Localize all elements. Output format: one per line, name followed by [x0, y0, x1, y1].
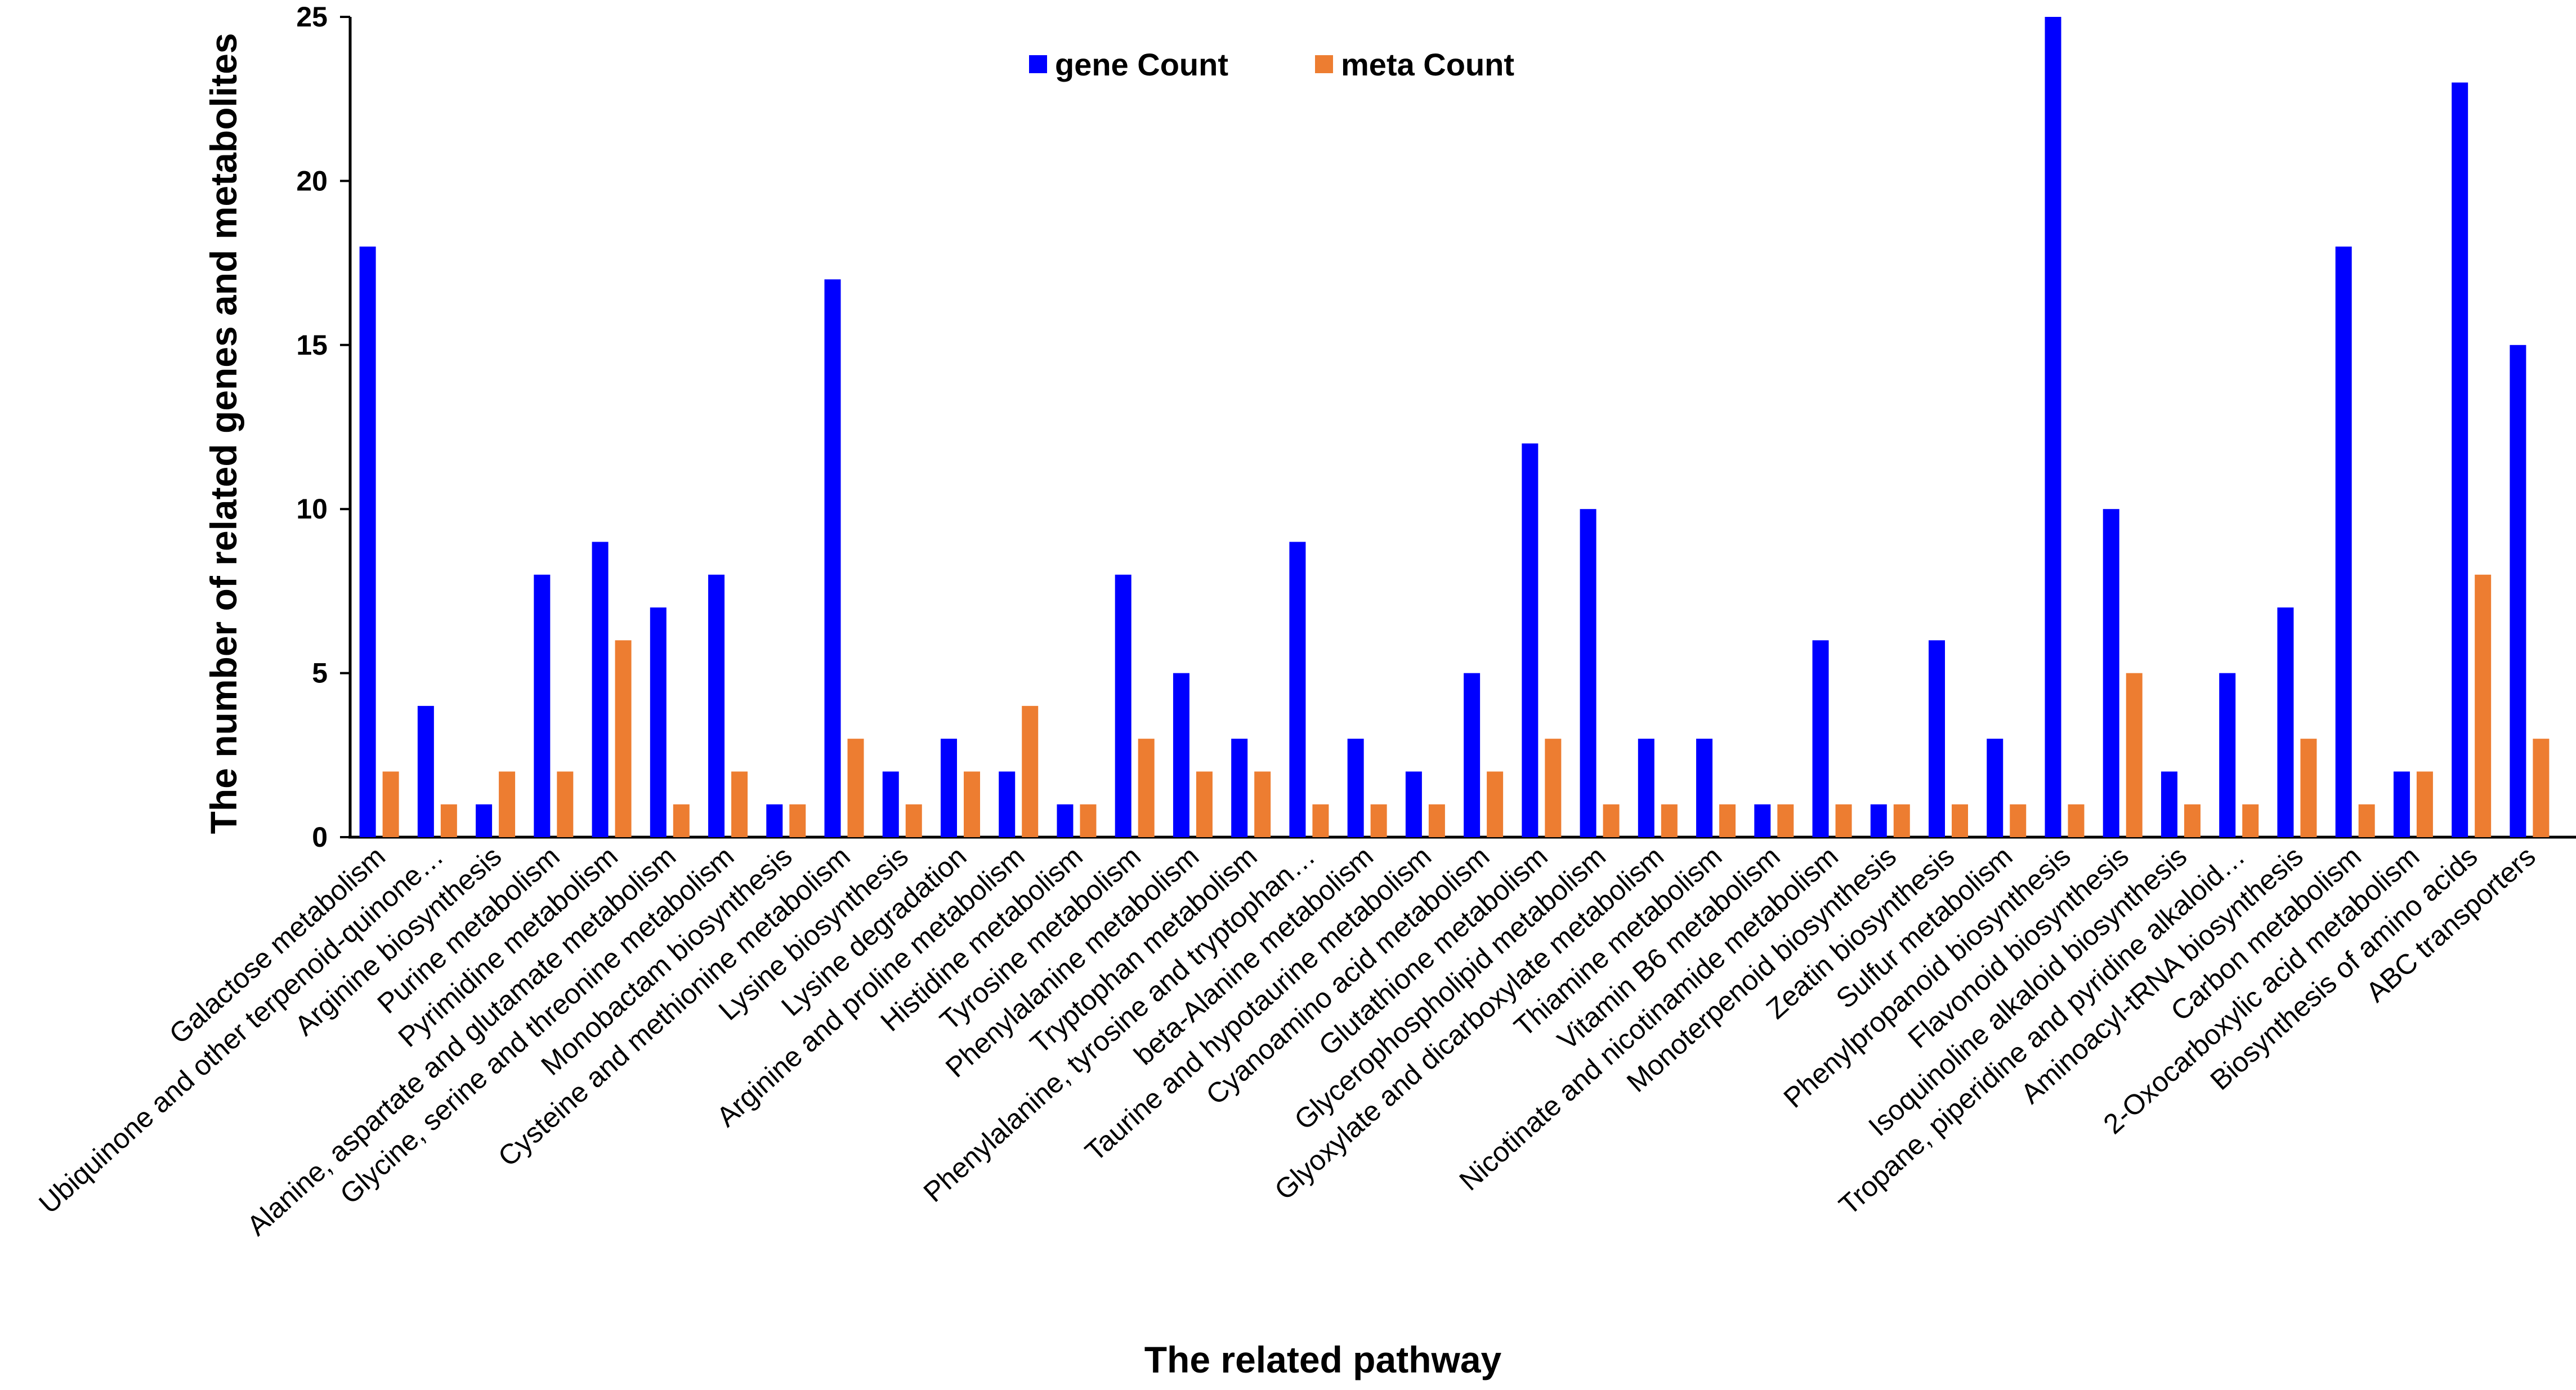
gene-count-bar: [592, 542, 609, 837]
meta-count-bar: [1661, 804, 1678, 837]
meta-count-bar: [1196, 771, 1213, 837]
meta-count-bar: [789, 804, 806, 837]
meta-count-bar: [1719, 804, 1736, 837]
meta-count-bar: [1254, 771, 1271, 837]
gene-count-bar: [2510, 345, 2526, 837]
gene-count-bar: [359, 246, 376, 838]
gene-count-bar: [2277, 607, 2294, 837]
y-tick-label: 25: [296, 1, 328, 33]
gene-count-bar: [1057, 804, 1074, 837]
gene-count-bar: [2161, 771, 2177, 837]
meta-count-bar: [557, 771, 574, 837]
gene-count-bar: [766, 804, 783, 837]
y-axis-title: The number of related genes and metaboli…: [203, 33, 244, 834]
y-tick-label: 5: [312, 658, 328, 689]
gene-count-bar: [1115, 574, 1132, 837]
meta-count-bar: [1370, 804, 1387, 837]
gene-count-bar: [882, 771, 899, 837]
gene-count-bar: [534, 574, 551, 837]
meta-count-bar: [440, 804, 457, 837]
gene-count-bar: [2219, 673, 2236, 837]
meta-count-bar: [1312, 804, 1329, 837]
gene-count-bar: [1696, 739, 1713, 837]
gene-count-bar: [417, 705, 434, 837]
y-tick-label: 0: [312, 821, 328, 853]
legend-label-meta-count: meta Count: [1341, 47, 1514, 82]
legend-swatch-gene-count: [1029, 55, 1047, 73]
gene-count-bar: [1987, 739, 2003, 837]
meta-count-bar: [1022, 705, 1039, 837]
y-tick-label: 10: [296, 493, 328, 525]
meta-count-bar: [1080, 804, 1097, 837]
gene-count-bar: [999, 771, 1016, 837]
gene-count-bar: [1231, 739, 1248, 837]
gene-count-bar: [1464, 673, 1481, 837]
y-tick-labels: 0 5 10 15 20 25: [296, 1, 350, 853]
meta-count-bar: [1777, 804, 1794, 837]
meta-count-bar: [963, 771, 980, 837]
meta-count-bar: [673, 804, 690, 837]
legend-swatch-meta-count: [1315, 55, 1333, 73]
gene-count-bar: [1580, 509, 1596, 837]
gene-count-bar: [2335, 246, 2352, 838]
meta-count-bar: [731, 771, 748, 837]
gene-count-bar: [708, 574, 725, 837]
gene-count-bar: [2452, 82, 2468, 837]
meta-count-bar: [1603, 804, 1620, 837]
gene-count-bar: [1754, 804, 1771, 837]
legend-label-gene-count: gene Count: [1055, 47, 1228, 82]
meta-count-bar: [2533, 739, 2550, 837]
gene-count-bar: [2045, 17, 2061, 837]
meta-count-bar: [1893, 804, 1910, 837]
axes: [348, 17, 2576, 839]
gene-count-bar: [1405, 771, 1422, 837]
gene-count-bar: [2103, 509, 2119, 837]
meta-count-bar: [2242, 804, 2259, 837]
meta-count-bar: [2068, 804, 2085, 837]
gene-count-bar: [1638, 739, 1654, 837]
meta-count-bar: [1952, 804, 1969, 837]
gene-count-bar: [2393, 771, 2410, 837]
meta-count-bar: [2475, 574, 2492, 837]
meta-count-bar: [2300, 739, 2317, 837]
gene-count-bar: [650, 607, 667, 837]
gene-count-bar: [476, 804, 493, 837]
gene-count-bar: [1929, 640, 1946, 837]
legend: gene Count meta Count: [1029, 47, 1514, 82]
x-axis-title: The related pathway: [1144, 1339, 1502, 1380]
meta-count-bar: [1138, 739, 1155, 837]
meta-count-bar: [382, 771, 399, 837]
meta-count-bar: [2126, 673, 2143, 837]
gene-count-bar: [1173, 673, 1189, 837]
meta-count-bar: [1487, 771, 1504, 837]
gene-count-bar: [1870, 804, 1887, 837]
meta-count-bar: [2010, 804, 2027, 837]
y-tick-label: 20: [296, 165, 328, 196]
meta-count-series: [382, 574, 2550, 837]
meta-count-bar: [1545, 739, 1562, 837]
gene-count-bar: [824, 279, 841, 837]
gene-count-bar: [1522, 443, 1539, 837]
meta-count-bar: [1835, 804, 1852, 837]
meta-count-bar: [1428, 804, 1445, 837]
gene-count-bar: [1812, 640, 1829, 837]
y-tick-label: 15: [296, 329, 328, 361]
gene-count-bar: [940, 739, 957, 837]
meta-count-bar: [847, 739, 864, 837]
meta-count-bar: [2416, 771, 2433, 837]
meta-count-bar: [2184, 804, 2201, 837]
gene-count-series: [359, 17, 2526, 838]
gene-count-bar: [1347, 739, 1364, 837]
meta-count-bar: [499, 771, 516, 837]
meta-count-bar: [2358, 804, 2375, 837]
meta-count-bar: [615, 640, 632, 837]
gene-count-bar: [1289, 542, 1306, 837]
meta-count-bar: [905, 804, 922, 837]
